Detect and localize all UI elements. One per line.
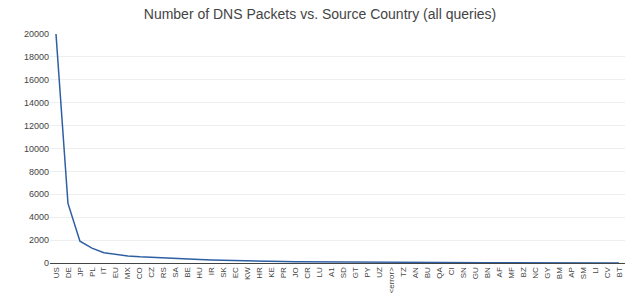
svg-text:BE: BE [183,267,192,278]
svg-text:MX: MX [123,267,132,280]
svg-text:6000: 6000 [29,189,49,199]
svg-text:RS: RS [159,267,168,278]
svg-text:<error>: <error> [387,267,396,294]
svg-text:QA: QA [435,267,444,279]
svg-text:JO: JO [291,267,300,277]
svg-text:EC: EC [231,267,240,278]
svg-text:BN: BN [483,267,492,278]
svg-text:HU: HU [195,267,204,279]
svg-text:MF: MF [507,267,516,279]
svg-text:DE: DE [64,267,73,278]
svg-text:A1: A1 [327,267,336,277]
svg-text:NC: NC [531,267,540,279]
svg-text:JP: JP [76,267,85,276]
svg-text:BZ: BZ [519,267,528,277]
svg-text:10000: 10000 [24,144,49,154]
svg-text:PR: PR [279,267,288,278]
svg-text:AP: AP [567,267,576,278]
svg-text:KW: KW [243,267,252,280]
svg-text:GY: GY [543,267,552,279]
svg-text:LU: LU [315,267,324,277]
svg-text:16000: 16000 [24,75,49,85]
svg-text:12000: 12000 [24,121,49,131]
svg-text:0: 0 [44,258,49,268]
svg-text:IR: IR [207,267,216,275]
svg-text:GU: GU [471,267,480,279]
svg-text:PY: PY [363,267,372,278]
svg-text:LI: LI [591,267,600,274]
svg-text:20000: 20000 [24,29,49,39]
svg-text:AN: AN [411,267,420,278]
svg-text:CI: CI [447,267,456,275]
svg-text:14000: 14000 [24,98,49,108]
svg-text:CV: CV [603,267,612,279]
svg-text:US: US [52,267,61,278]
svg-text:HR: HR [255,267,264,279]
svg-text:SN: SN [459,267,468,278]
svg-text:BT: BT [615,267,624,277]
svg-text:KE: KE [267,267,276,278]
svg-text:IT: IT [100,267,109,274]
svg-text:CZ: CZ [147,267,156,278]
svg-text:PL: PL [88,267,97,277]
svg-text:Number of DNS Packets vs. Sour: Number of DNS Packets vs. Source Country… [144,6,496,22]
svg-text:UZ: UZ [375,267,384,278]
svg-text:BU: BU [423,267,432,278]
svg-text:CO: CO [135,267,144,279]
svg-text:SK: SK [219,267,228,278]
svg-text:EU: EU [111,267,120,278]
svg-text:BM: BM [555,267,564,279]
svg-text:8000: 8000 [29,167,49,177]
svg-text:TZ: TZ [399,267,408,277]
svg-text:2000: 2000 [29,235,49,245]
svg-text:4000: 4000 [29,212,49,222]
svg-text:GT: GT [351,267,360,278]
svg-text:SA: SA [171,267,180,278]
svg-text:AF: AF [495,267,504,277]
svg-text:SM: SM [579,267,588,279]
svg-text:SD: SD [339,267,348,278]
svg-text:CR: CR [303,267,312,279]
svg-text:18000: 18000 [24,52,49,62]
